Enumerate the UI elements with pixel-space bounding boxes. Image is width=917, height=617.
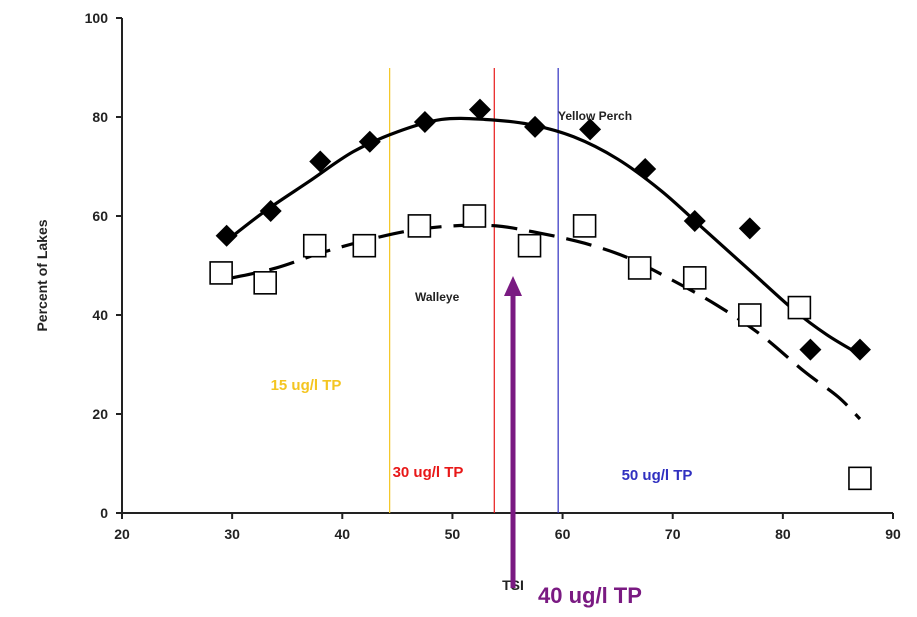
yellow-perch-point [683, 209, 706, 232]
axes: 20 30 40 50 60 70 80 90 0 20 40 60 80 100 [85, 10, 901, 542]
x-tick-label: 90 [885, 526, 901, 542]
tp-arrow-label: 40 ug/l TP [538, 583, 642, 608]
y-tick-label: 60 [92, 208, 108, 224]
walleye-point [682, 266, 707, 290]
series-label-yellow-perch: Yellow Perch [558, 109, 632, 123]
yellow-perch-point [413, 110, 436, 133]
yellow-perch-point [579, 118, 602, 141]
x-tick-label: 60 [555, 526, 571, 542]
walleye-point [572, 214, 597, 238]
y-axis-title: Percent of Lakes [34, 219, 50, 331]
tp-arrow: 40 ug/l TP [504, 276, 642, 608]
yellow-perch-point [259, 200, 282, 223]
walleye-point [787, 295, 812, 320]
y-tick-label: 0 [100, 505, 108, 521]
trend-curves [225, 116, 862, 421]
walleye-point [407, 214, 432, 238]
walleye-point [209, 261, 233, 285]
yellow-perch-point [468, 98, 491, 121]
data-markers [209, 98, 872, 491]
walleye-point [462, 204, 487, 228]
walleye-trend-line [231, 223, 862, 421]
walleye-point [302, 233, 327, 258]
tp-reference-label: 15 ug/l TP [271, 377, 342, 394]
y-tick-label: 100 [85, 10, 109, 26]
yellow-perch-point [309, 150, 332, 173]
y-tick-label: 80 [92, 109, 108, 125]
series-label-walleye: Walleye [415, 290, 460, 304]
reference-lines [389, 68, 559, 513]
yellow-perch-point [634, 157, 657, 180]
tp-reference-label: 50 ug/l TP [622, 467, 693, 484]
x-tick-label: 70 [665, 526, 681, 542]
yellow-perch-point [799, 338, 822, 361]
yellow-perch-trend-line [225, 116, 861, 356]
walleye-point [517, 233, 542, 258]
walleye-point [352, 233, 377, 258]
tp-arrow-head [504, 276, 523, 296]
x-tick-label: 20 [114, 526, 130, 542]
y-tick-label: 20 [92, 406, 108, 422]
walleye-point [848, 466, 872, 491]
x-tick-label: 30 [224, 526, 240, 542]
walleye-point [738, 303, 762, 327]
yellow-perch-point [738, 217, 761, 240]
walleye-point [253, 271, 277, 295]
x-tick-label: 40 [334, 526, 350, 542]
yellow-perch-point [848, 338, 871, 361]
y-tick-label: 40 [92, 307, 108, 323]
yellow-perch-point [358, 130, 381, 153]
x-tick-label: 80 [775, 526, 791, 542]
yellow-perch-point [215, 224, 238, 247]
x-tick-label: 50 [445, 526, 461, 542]
walleye-point [627, 256, 652, 280]
yellow-perch-point [524, 115, 547, 138]
tp-reference-label: 30 ug/l TP [393, 464, 464, 481]
